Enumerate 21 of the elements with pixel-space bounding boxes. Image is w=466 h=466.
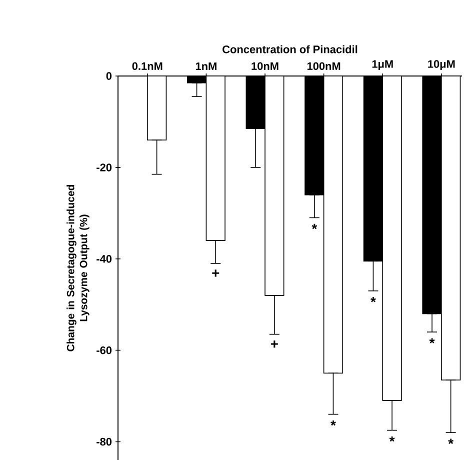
y-tick-label: -60	[96, 346, 112, 354]
y-tick-label: 0	[106, 72, 112, 80]
y-axis-title: Change in Secretagogue-induced Lysozyme Output (%)	[66, 184, 90, 352]
x-tick-label: 100nM	[307, 62, 340, 70]
annotation: +	[212, 270, 220, 277]
y-tick-label: -40	[96, 254, 112, 263]
x-tick-label: 1μM	[372, 60, 393, 70]
annotation: *	[389, 436, 395, 442]
x-tick-label: 10nM	[252, 62, 278, 70]
x-tick-label: 10μM	[428, 60, 455, 70]
x-axis-title: Concentration of Pinacidil	[222, 45, 358, 54]
y-tick-label: -80	[96, 438, 112, 446]
annotation: *	[429, 338, 435, 344]
annotation: *	[370, 297, 376, 302]
x-tick-label: 0.1nM	[132, 62, 162, 70]
y-tick-label: -20	[96, 164, 112, 172]
x-tick-label: 1nM	[196, 62, 216, 70]
annotation: *	[448, 438, 454, 444]
annotation: *	[330, 420, 336, 426]
annotation: +	[270, 340, 278, 348]
annotation: *	[312, 224, 318, 230]
